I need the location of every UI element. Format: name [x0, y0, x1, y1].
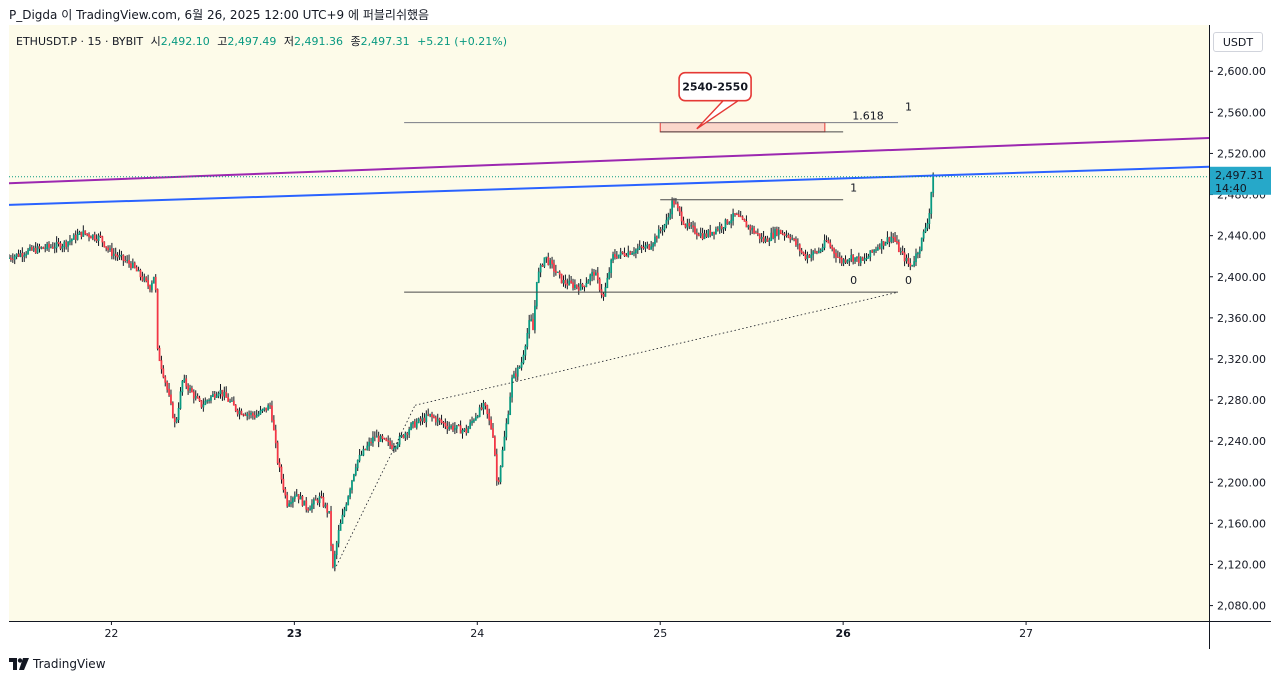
- publish-caption: P_Digda 이 TradingView.com, 6월 26, 2025 1…: [9, 8, 430, 22]
- x-tick-label: 23: [287, 627, 302, 640]
- target-zone[interactable]: [659, 122, 826, 133]
- y-tick-label: 2,520.00: [1217, 147, 1266, 160]
- y-tick-label: 2,320.00: [1217, 353, 1266, 366]
- bar-countdown: 14:40: [1215, 182, 1247, 195]
- y-tick-label: 2,440.00: [1217, 230, 1266, 243]
- last-price-badge: [1210, 166, 1271, 195]
- close-value: 2,497.31: [360, 35, 410, 48]
- high-label: 고: [217, 35, 228, 48]
- open-label: 시: [150, 35, 161, 48]
- x-tick-label: 24: [470, 627, 484, 640]
- y-tick-label: 2,200.00: [1217, 476, 1266, 489]
- fib-0-label-b: 0: [905, 274, 912, 287]
- x-tick-label: 22: [104, 627, 118, 640]
- y-tick-label: 2,080.00: [1217, 600, 1266, 613]
- x-tick-label: 26: [835, 627, 851, 640]
- y-tick-label: 2,560.00: [1217, 106, 1266, 119]
- x-tick-label: 25: [653, 627, 667, 640]
- y-tick-label: 2,120.00: [1217, 558, 1266, 571]
- price-chart[interactable]: 2,600.002,560.002,520.002,480.002,440.00…: [9, 25, 1271, 649]
- price-axis-background: [1209, 25, 1271, 649]
- projection-line-b[interactable]: [415, 291, 899, 406]
- fib-0-label-a: 0: [850, 274, 857, 287]
- y-tick-label: 2,360.00: [1217, 312, 1266, 325]
- y-tick-label: 2,240.00: [1217, 435, 1266, 448]
- callout-text: 2540-2550: [682, 81, 748, 94]
- open-value: 2,492.10: [160, 35, 210, 48]
- last-price-value: 2,497.31: [1215, 169, 1264, 182]
- purple-trendline[interactable]: [9, 137, 1210, 185]
- fib-1-top-label: 1: [905, 100, 912, 113]
- currency-button[interactable]: USDT: [1213, 32, 1263, 52]
- y-tick-label: 2,600.00: [1217, 65, 1266, 78]
- high-value: 2,497.49: [227, 35, 277, 48]
- footer: TradingView: [9, 657, 106, 671]
- x-tick-label: 27: [1019, 627, 1033, 640]
- low-label: 저: [283, 35, 294, 48]
- y-tick-label: 2,160.00: [1217, 517, 1266, 530]
- close-label: 종: [350, 35, 361, 48]
- callout-bubble[interactable]: [678, 71, 752, 102]
- low-value: 2,491.36: [293, 35, 343, 48]
- fib-1-mid-label: 1: [850, 182, 857, 195]
- y-tick-label: 2,400.00: [1217, 271, 1266, 284]
- fib-1618-label: 1.618: [852, 110, 884, 123]
- plot-background: [9, 25, 1209, 621]
- footer-brand: TradingView: [33, 657, 106, 671]
- price-change: +5.21 (+0.21%): [417, 35, 508, 48]
- tradingview-logo-icon: [9, 658, 29, 670]
- projection-line-a[interactable]: [334, 405, 416, 570]
- symbol-header: ETHUSDT.P · 15 · BYBIT 시2,492.10 고2,497.…: [16, 33, 507, 49]
- y-tick-label: 2,280.00: [1217, 394, 1266, 407]
- blue-trendline[interactable]: [9, 165, 1210, 206]
- chart-panel[interactable]: 2,600.00 2,560.00 2,520.00 2,480.00 2,440.00…: [9, 25, 1271, 649]
- time-axis-background: [9, 621, 1209, 649]
- symbol-name[interactable]: ETHUSDT.P · 15 · BYBIT: [16, 35, 144, 48]
